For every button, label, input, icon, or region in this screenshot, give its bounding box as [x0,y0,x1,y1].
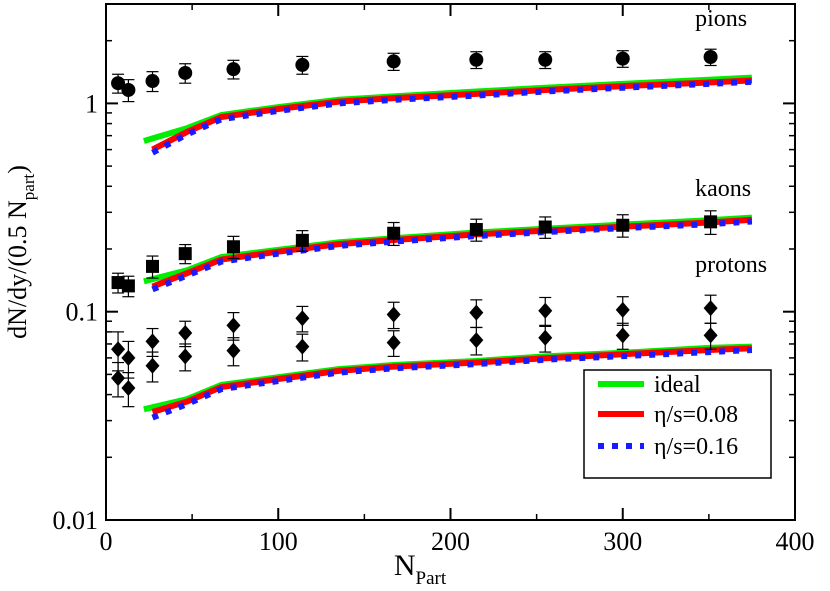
data-point [145,333,160,350]
data-point [616,218,630,232]
data-point [111,76,126,91]
model-curves [143,74,753,421]
data-point [295,233,309,247]
data-point [469,52,484,67]
data-point [538,329,553,346]
x-tick-label: 200 [431,527,470,556]
data-point [615,327,630,344]
data-point [469,304,484,321]
data-point [226,240,240,254]
data-point [704,215,718,229]
data-point [111,276,125,290]
data-point [111,370,126,387]
series-annotation: pions [695,6,747,32]
data-point [538,52,553,67]
legend-label: ideal [654,372,701,398]
y-axis-label: dN/dy/(0.5 Npart) [3,165,38,339]
axis-ticks: 0 100 200 300 400 0.01 0.1 1 [53,3,815,556]
x-tick-label: 0 [100,527,113,556]
data-point [703,300,718,317]
data-point [121,380,136,397]
series-line [151,218,753,293]
data-point [703,327,718,344]
y-tick-label: 1 [85,89,98,118]
data-point [178,325,193,342]
data-point [111,341,126,358]
data-point [178,348,193,365]
data-point [145,74,160,89]
data-point [121,82,136,97]
data-point [469,223,483,237]
annotations: pions kaons protons [695,6,767,278]
legend-label: η/s=0.08 [654,402,738,428]
data-point [615,301,630,318]
data-point [226,342,241,359]
x-tick-label: 100 [259,527,298,556]
x-tick-label: 300 [603,527,642,556]
y-tick-label: 0.01 [53,506,99,535]
data-point [146,259,160,273]
data-point [538,220,552,234]
data-point [538,302,553,319]
data-point [145,357,160,374]
legend: ideal η/s=0.08 η/s=0.16 [583,369,772,479]
x-tick-label: 400 [776,527,815,556]
data-point [121,279,135,293]
data-point [386,334,401,351]
data-point [226,62,241,77]
data-point [386,54,401,69]
x-axis-label: NPart [394,549,447,589]
series-line [151,347,753,421]
series-annotation: kaons [695,176,751,202]
data-point [295,338,310,355]
data-point [121,349,136,366]
data-point [178,247,192,261]
data-point [295,310,310,327]
series-line [151,78,753,156]
y-tick-label: 0.1 [66,298,99,327]
series-annotation: protons [695,252,767,278]
data-point [387,226,401,240]
data-point [703,49,718,64]
data-point [226,317,241,334]
data-point [386,306,401,323]
data-point [469,332,484,349]
data-point [295,57,310,72]
legend-label: η/s=0.16 [654,434,738,460]
data-points [111,48,718,408]
data-point [178,65,193,80]
data-point [615,51,630,66]
legend-box [583,369,772,479]
